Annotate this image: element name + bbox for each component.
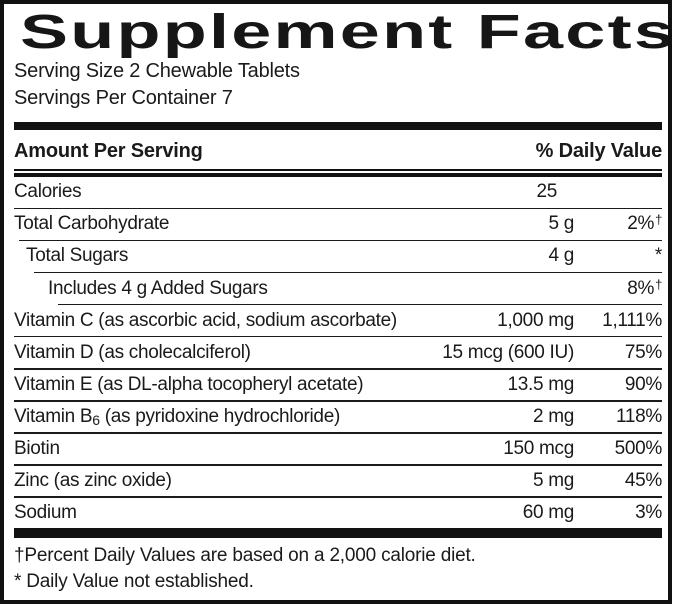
nutrient-amount: 60 mg	[522, 502, 575, 524]
dv-value: 2%	[627, 213, 655, 235]
column-header-row: Amount Per Serving % Daily Value	[14, 130, 662, 169]
nutrient-name: Sodium	[14, 502, 77, 524]
nutrient-amount: 13.5 mg	[507, 373, 574, 395]
footnotes: †Percent Daily Values are based on a 2,0…	[14, 543, 662, 595]
b6-subscript: 6	[92, 411, 100, 428]
thick-divider-bottom	[14, 528, 662, 539]
nutrient-name: Vitamin D (as cholecalciferol)	[14, 341, 251, 363]
nutrient-amount: 1,000 mg	[497, 309, 574, 331]
row-vitamin-e: Vitamin E (as DL-alpha tocopheryl acetat…	[14, 370, 662, 401]
row-divider	[14, 335, 662, 338]
row-total-sugars: Total Sugars 4 g *	[14, 241, 662, 272]
footnote-not-established: * Daily Value not established.	[14, 571, 254, 593]
nutrient-amount: 4 g	[548, 245, 574, 267]
nutrient-name: Calories	[14, 181, 82, 203]
nutrient-name: Vitamin E (as DL-alpha tocopheryl acetat…	[14, 373, 364, 395]
nutrient-dv: 90%	[624, 373, 662, 395]
row-divider	[19, 239, 662, 242]
servings-per-container: Servings Per Container 7	[14, 87, 233, 109]
serving-size: Serving Size 2 Chewable Tablets	[14, 60, 300, 82]
nutrient-amount: 25	[536, 181, 557, 203]
nutrient-dv: 3%	[635, 502, 662, 524]
nutrient-dv: 75%	[624, 341, 662, 363]
nutrient-dv: *	[654, 245, 662, 267]
row-total-carbohydrate: Total Carbohydrate 5 g 2%†	[14, 209, 662, 240]
row-added-sugars: Includes 4 g Added Sugars 8%†	[14, 273, 662, 304]
label-title: Supplement Facts	[20, 8, 668, 58]
nutrient-name: Biotin	[14, 438, 60, 459]
nutrient-dv: 8%†	[574, 276, 662, 300]
label-title-text: Supplement Facts	[20, 6, 672, 59]
nutrient-name: Vitamin C (as ascorbic acid, sodium asco…	[14, 309, 397, 331]
nutrient-amount: 150 mcg	[503, 438, 574, 459]
vitamin-b6-source: (as pyridoxine hydrochloride)	[99, 405, 341, 427]
row-vitamin-d: Vitamin D (as cholecalciferol) 15 mcg (6…	[14, 337, 662, 368]
footnote-percent-daily-values: †Percent Daily Values are based on a 2,0…	[14, 545, 476, 567]
nutrient-name: Total Carbohydrate	[14, 213, 170, 235]
row-divider	[14, 432, 662, 434]
row-divider	[14, 207, 662, 210]
nutrient-amount: 5 mg	[532, 470, 574, 492]
dagger-superscript: †	[655, 276, 662, 292]
nutrient-name: Vitamin B6 (as pyridoxine hydrochloride)	[14, 406, 533, 428]
row-biotin: Biotin 150 mcg 500%	[14, 434, 662, 465]
nutrient-name: Total Sugars	[26, 245, 129, 267]
dagger-superscript: †	[655, 212, 662, 228]
row-divider	[34, 271, 662, 274]
row-divider	[14, 496, 662, 498]
header-divider	[14, 169, 662, 177]
row-zinc: Zinc (as zinc oxide) 5 mg 45%	[14, 466, 662, 497]
row-divider	[14, 400, 662, 402]
nutrient-dv: 118%	[616, 405, 662, 427]
nutrient-name: Includes 4 g Added Sugars	[48, 277, 268, 299]
row-divider	[14, 464, 662, 466]
nutrient-amount: 15 mcg (600 IU)	[442, 341, 574, 363]
nutrient-dv: 2%†	[574, 212, 662, 235]
serving-info: Serving Size 2 Chewable Tablets Servings…	[14, 58, 662, 112]
vitamin-b-label: Vitamin B	[14, 405, 93, 427]
daily-value-header: % Daily Value	[535, 140, 663, 162]
nutrient-amount: 2 mg	[532, 405, 574, 427]
nutrient-dv: 500%	[614, 438, 663, 459]
row-divider	[14, 367, 662, 370]
row-sodium: Sodium 60 mg 3%	[14, 498, 662, 529]
nutrient-name: Zinc (as zinc oxide)	[14, 470, 172, 492]
row-vitamin-c: Vitamin C (as ascorbic acid, sodium asco…	[14, 305, 662, 336]
nutrient-dv: 45%	[624, 470, 662, 492]
thick-divider-top	[14, 122, 662, 130]
dv-value: 8%	[627, 277, 655, 299]
amount-per-serving-header: Amount Per Serving	[14, 140, 203, 162]
row-vitamin-b6: Vitamin B6 (as pyridoxine hydrochloride)…	[14, 402, 662, 433]
nutrient-dv: 1,111%	[602, 309, 662, 331]
row-calories: Calories 25	[14, 177, 662, 208]
row-divider	[58, 303, 662, 306]
nutrient-amount: 5 g	[548, 213, 574, 235]
